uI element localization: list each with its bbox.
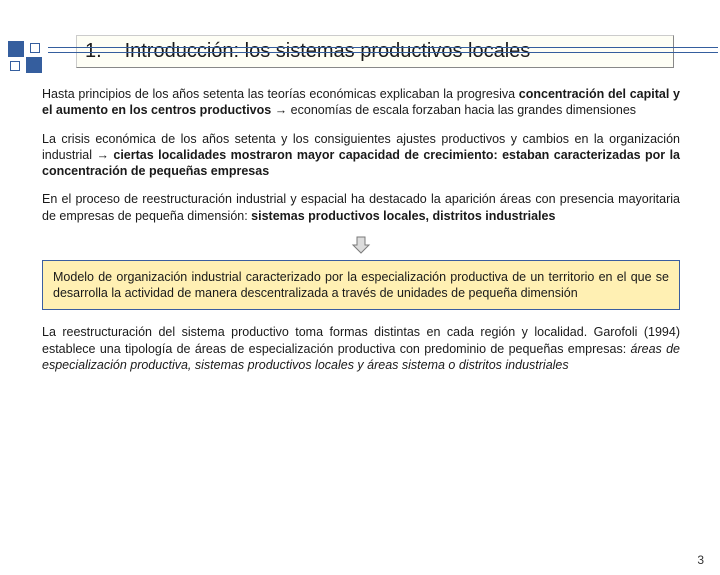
arrow-icon: → — [96, 148, 109, 162]
highlight-box: Modelo de organización industrial caract… — [42, 260, 680, 311]
p3-bold: sistemas productivos locales, distritos … — [251, 209, 555, 223]
p2-bold: ciertas localidades mostraron mayor capa… — [42, 148, 680, 178]
paragraph-2: La crisis económica de los años setenta … — [42, 131, 680, 180]
down-arrow-icon — [351, 236, 371, 254]
paragraph-4: La reestructuración del sistema producti… — [42, 324, 680, 373]
highlight-text: Modelo de organización industrial caract… — [53, 270, 669, 300]
p4-text-a: La reestructuración del sistema producti… — [42, 325, 680, 355]
arrow-icon: → — [271, 103, 290, 117]
paragraph-3: En el proceso de reestructuración indust… — [42, 191, 680, 224]
page-number: 3 — [697, 553, 704, 567]
title-text: Introducción: los sistemas productivos l… — [125, 40, 531, 62]
corner-decoration — [0, 35, 140, 95]
p1-text-c: economías de escala forzaban hacia las g… — [291, 103, 636, 117]
content-area: Hasta principios de los años setenta las… — [0, 68, 720, 373]
